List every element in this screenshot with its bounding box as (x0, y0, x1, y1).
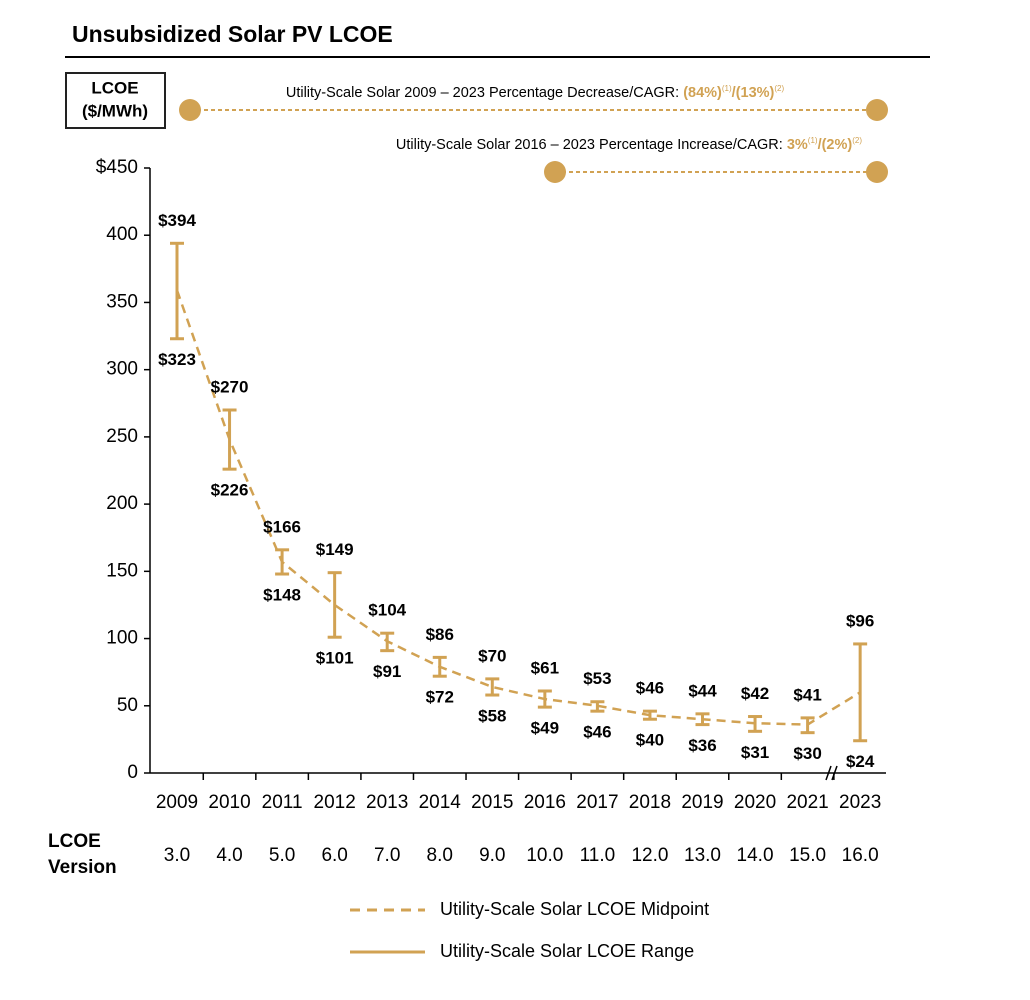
version-value: 5.0 (269, 845, 295, 866)
legend-label: Utility-Scale Solar LCOE Range (440, 941, 694, 961)
version-value: 7.0 (374, 845, 400, 866)
x-tick-label: 2014 (419, 792, 462, 813)
version-value: 13.0 (684, 845, 721, 866)
y-tick-label: 350 (106, 291, 138, 312)
high-value-label: $61 (531, 658, 559, 677)
version-value: 3.0 (164, 845, 190, 866)
low-value-label: $226 (211, 481, 249, 500)
version-value: 14.0 (737, 845, 774, 866)
high-value-label: $86 (426, 625, 454, 644)
high-value-label: $270 (211, 377, 249, 396)
x-tick-label: 2009 (156, 792, 198, 813)
low-value-label: $30 (793, 744, 821, 763)
version-value: 6.0 (321, 845, 347, 866)
ylabel-box (65, 72, 166, 129)
x-tick-label: 2020 (734, 792, 776, 813)
y-tick-label: $450 (96, 157, 138, 178)
x-tick-label: 2013 (366, 792, 408, 813)
high-value-label: $41 (793, 685, 821, 704)
y-tick-label: 50 (117, 695, 138, 716)
version-label: LCOE (48, 831, 101, 852)
x-tick-label: 2012 (314, 792, 356, 813)
annotation-sep: / (732, 85, 736, 101)
annotation-label: Utility-Scale Solar 2009 – 2023 Percenta… (286, 85, 683, 101)
version-value: 12.0 (631, 845, 668, 866)
low-value-label: $101 (316, 649, 354, 668)
low-value-label: $91 (373, 662, 401, 681)
low-value-label: $40 (636, 731, 664, 750)
y-tick-label: 250 (106, 426, 138, 447)
annotation-note: (2) (852, 136, 862, 145)
high-value-label: $394 (158, 211, 196, 230)
annotation-value: (84%) (683, 85, 722, 101)
low-value-label: $36 (688, 736, 716, 755)
annotation-dot (866, 99, 888, 121)
annotation-value: 3% (787, 137, 808, 153)
version-value: 4.0 (216, 845, 242, 866)
chart-title: Unsubsidized Solar PV LCOE (72, 21, 393, 47)
high-value-label: $96 (846, 611, 874, 630)
annotation-note: (1) (808, 136, 818, 145)
y-tick-label: 400 (106, 224, 138, 245)
high-value-label: $104 (368, 601, 406, 620)
high-value-label: $53 (583, 669, 611, 688)
annotation-label: Utility-Scale Solar 2016 – 2023 Percenta… (396, 137, 787, 153)
version-value: 15.0 (789, 845, 826, 866)
annotation-dot (866, 161, 888, 183)
high-value-label: $44 (688, 681, 717, 700)
low-value-label: $148 (263, 586, 301, 605)
y-tick-label: 300 (106, 359, 138, 380)
annotation-value: (13%) (736, 85, 775, 101)
x-tick-label: 2016 (524, 792, 566, 813)
annotation-sep: / (818, 137, 822, 153)
version-value: 8.0 (427, 845, 453, 866)
low-value-label: $24 (846, 752, 875, 771)
legend-label: Utility-Scale Solar LCOE Midpoint (440, 899, 709, 919)
annotation-note: (2) (774, 84, 784, 93)
midpoint-line (175, 289, 861, 726)
low-value-label: $58 (478, 707, 506, 726)
x-tick-label: 2019 (681, 792, 723, 813)
y-axis-label: ($/MWh) (82, 101, 148, 120)
x-tick-label: 2015 (471, 792, 513, 813)
x-tick-label: 2021 (786, 792, 828, 813)
y-tick-label: 150 (106, 560, 138, 581)
y-axis-label: LCOE (91, 78, 138, 97)
x-tick-label: 2010 (208, 792, 250, 813)
x-tick-label: 2011 (262, 792, 303, 813)
version-value: 16.0 (842, 845, 879, 866)
annotation-value: (2%) (822, 137, 853, 153)
version-value: 10.0 (526, 845, 563, 866)
annotation-dot (179, 99, 201, 121)
low-value-label: $46 (583, 723, 611, 742)
high-value-label: $46 (636, 679, 664, 698)
y-tick-label: 200 (106, 493, 138, 514)
x-tick-label: 2023 (839, 792, 881, 813)
annotation: Utility-Scale Solar 2016 – 2023 Percenta… (396, 136, 862, 153)
annotation-note: (1) (722, 84, 732, 93)
annotation: Utility-Scale Solar 2009 – 2023 Percenta… (286, 84, 785, 101)
low-value-label: $323 (158, 350, 196, 369)
low-value-label: $72 (426, 688, 454, 707)
x-tick-label: 2017 (576, 792, 618, 813)
high-value-label: $166 (263, 517, 301, 536)
version-value: 9.0 (479, 845, 505, 866)
low-value-label: $31 (741, 743, 769, 762)
version-label: Version (48, 857, 117, 878)
high-value-label: $149 (316, 540, 354, 559)
high-value-label: $70 (478, 646, 506, 665)
low-value-label: $49 (531, 719, 559, 738)
version-value: 11.0 (580, 845, 616, 866)
annotation-dot (544, 161, 566, 183)
x-tick-label: 2018 (629, 792, 671, 813)
y-tick-label: 100 (106, 628, 138, 649)
high-value-label: $42 (741, 684, 769, 703)
y-tick-label: 0 (127, 762, 138, 783)
